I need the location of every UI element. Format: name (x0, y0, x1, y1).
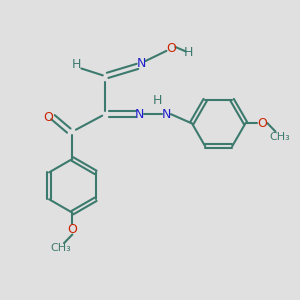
Text: N: N (136, 57, 146, 70)
Text: O: O (257, 117, 267, 130)
Text: N: N (135, 108, 144, 121)
Text: CH₃: CH₃ (269, 132, 290, 142)
Text: H: H (153, 94, 162, 107)
Text: H: H (184, 46, 194, 59)
Text: O: O (44, 111, 53, 124)
Text: O: O (166, 42, 176, 55)
Text: CH₃: CH₃ (50, 243, 71, 253)
Text: N: N (162, 108, 171, 121)
Text: O: O (68, 223, 77, 236)
Text: H: H (72, 58, 82, 71)
